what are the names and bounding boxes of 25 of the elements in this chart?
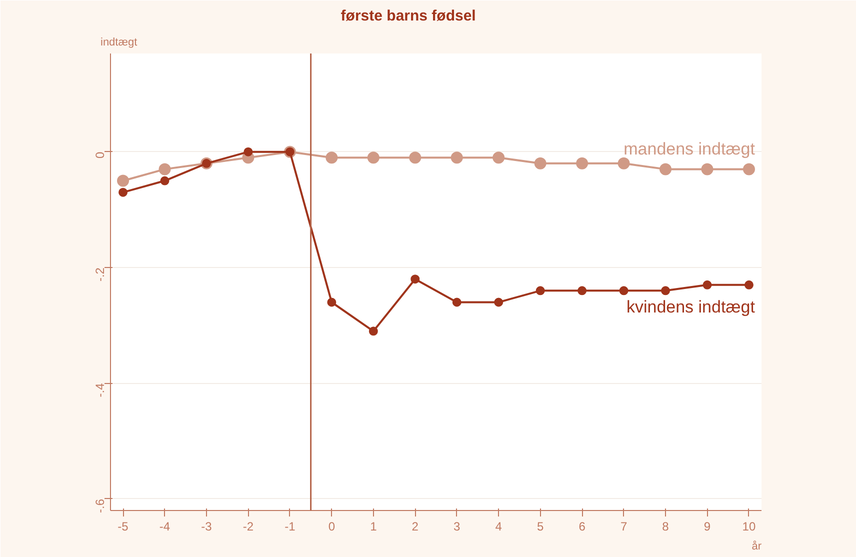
x-tick-label: 8 <box>662 520 670 534</box>
y-tick-label: -.4 <box>93 382 107 398</box>
y-tick-label: -.2 <box>93 267 107 282</box>
x-tick-label: 0 <box>328 520 336 534</box>
x-tick-label: 4 <box>495 520 502 534</box>
x-tick-label: 2 <box>412 520 419 534</box>
x-axis-title: år <box>752 540 762 552</box>
x-tick-label: 7 <box>620 520 628 534</box>
x-tick-label: -3 <box>201 520 212 534</box>
x-tick-label: -5 <box>118 520 129 534</box>
series-label: mandens indtægt <box>624 140 756 159</box>
x-tick-label: 3 <box>454 520 461 534</box>
ref-line-label: første barns fødsel <box>340 8 476 24</box>
series-label: kvindens indtægt <box>626 297 756 316</box>
y-tick-label: 0 <box>93 152 107 159</box>
x-tick-label: -1 <box>284 520 296 534</box>
x-tick-label: -2 <box>242 520 254 534</box>
x-tick-label: 5 <box>536 520 544 534</box>
x-tick-label: 10 <box>742 520 756 534</box>
x-tick-label: -4 <box>159 520 170 534</box>
y-tick-label: -.6 <box>93 498 107 513</box>
x-tick-label: 9 <box>704 520 711 534</box>
y-axis-title: indtægt <box>100 36 138 48</box>
x-tick-label: 6 <box>578 520 586 534</box>
x-tick-label: 1 <box>370 520 378 534</box>
